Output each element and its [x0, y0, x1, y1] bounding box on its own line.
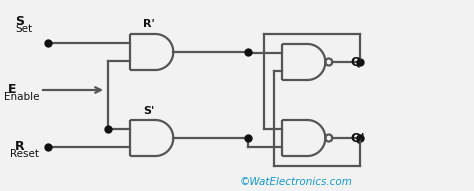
Text: R: R: [15, 140, 25, 153]
Text: Enable: Enable: [4, 92, 39, 102]
Text: R': R': [143, 19, 154, 29]
Text: Q': Q': [350, 131, 365, 145]
Text: Reset: Reset: [10, 149, 39, 159]
Text: Q: Q: [350, 56, 361, 69]
Text: S': S': [143, 106, 154, 116]
Text: S: S: [15, 15, 24, 28]
Text: Set: Set: [15, 24, 32, 34]
Text: E: E: [8, 83, 17, 96]
Text: ©WatElectronics.com: ©WatElectronics.com: [240, 177, 353, 187]
